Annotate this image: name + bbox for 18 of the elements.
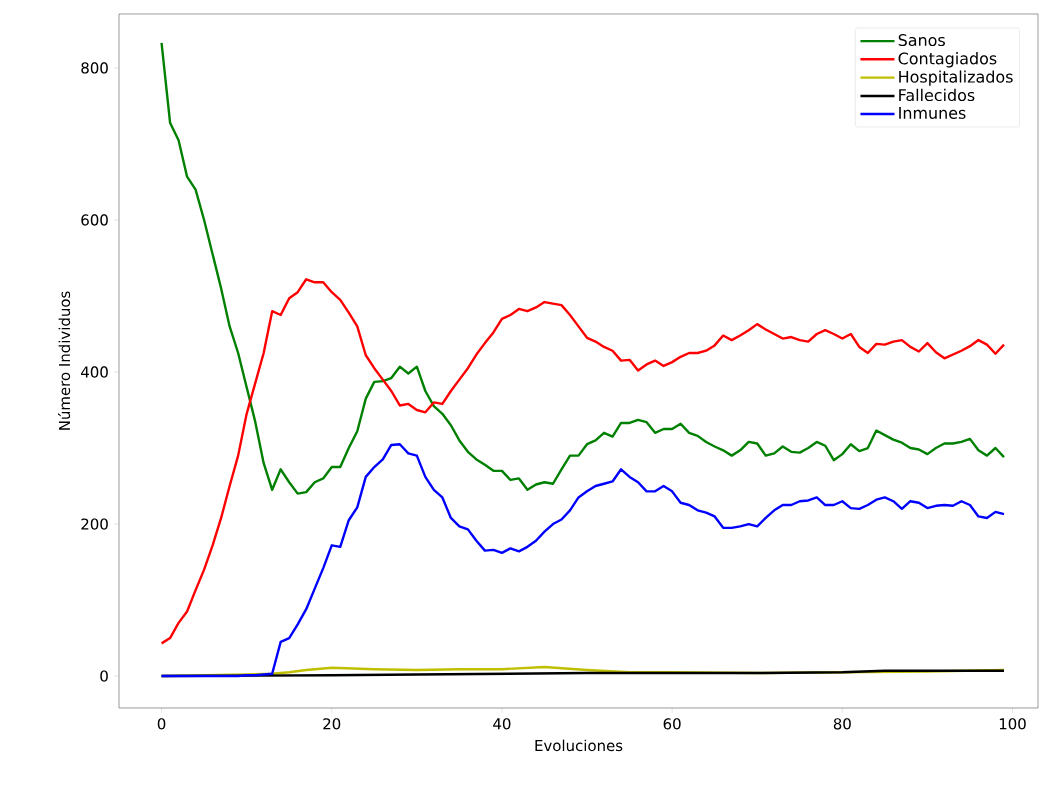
y-tick-label: 800 — [81, 62, 108, 74]
y-tick-label: 600 — [81, 214, 108, 226]
legend-label: Sanos — [898, 34, 945, 47]
legend-label: Inmunes — [899, 107, 966, 119]
legend-label: Hospitalizados — [899, 70, 1013, 86]
x-tick-label: 0 — [157, 718, 166, 730]
x-tick-label: 20 — [323, 718, 341, 730]
y-tick-label: 200 — [81, 518, 108, 530]
y-axis-title: Número Individuos — [57, 291, 71, 430]
x-tick-label: 80 — [833, 718, 851, 730]
y-tick-label: 0 — [100, 670, 108, 682]
y-tick-label: 400 — [81, 366, 108, 378]
x-tick-label: 100 — [999, 718, 1026, 730]
x-tick-label: 60 — [663, 718, 681, 730]
x-tick-label: 40 — [493, 718, 511, 730]
x-axis-title: Evoluciones — [535, 739, 623, 752]
legend-label: Contagiados — [898, 52, 997, 68]
legend-label: Fallecidos — [899, 88, 975, 102]
